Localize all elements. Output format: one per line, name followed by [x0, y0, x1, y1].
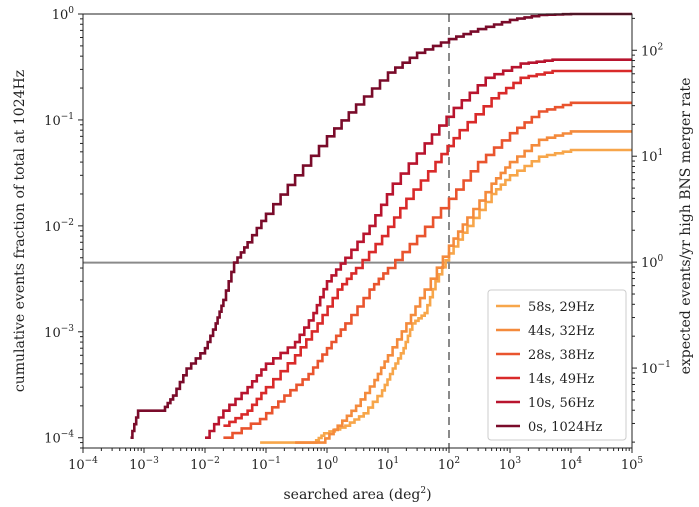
y-right-tick-label-0: 10−1 — [641, 360, 671, 377]
x-tick-label-4: 100 — [316, 456, 339, 473]
y-axis-left: 10−4 10−3 10−2 10−1 100 — [44, 6, 83, 449]
y-axis-label: cumulative events fraction of total at 1… — [12, 70, 28, 392]
x-tick-label-6: 102 — [438, 456, 460, 473]
legend-label-1: 44s, 32Hz — [528, 324, 594, 339]
x-tick-label-2: 10−2 — [190, 456, 220, 473]
y-tick-label-3: 10−1 — [44, 112, 74, 129]
legend-label-5: 0s, 1024Hz — [528, 420, 603, 435]
series-line-4 — [205, 58, 632, 439]
x-tick-label-0: 10−4 — [68, 456, 98, 473]
y-axis-right: 10−1 100 101 102 — [632, 17, 671, 443]
y-right-tick-label-2: 101 — [641, 148, 663, 165]
x-axis: 10−4 10−3 10−2 10−1 100 101 102 103 104 105 — [68, 448, 643, 473]
series-line-2 — [223, 101, 632, 439]
x-tick-label-3: 10−1 — [251, 456, 281, 473]
legend: 58s, 29Hz 44s, 32Hz 28s, 38Hz 14s, 49Hz 10s,… — [487, 289, 627, 441]
x-tick-label-9: 105 — [621, 456, 644, 473]
reference-lines — [83, 14, 632, 448]
y-right-tick-label-3: 102 — [641, 42, 663, 59]
series-line-0 — [260, 148, 632, 444]
legend-label-2: 28s, 38Hz — [528, 348, 594, 363]
x-tick-label-1: 10−3 — [129, 456, 159, 473]
y-right-tick-label-1: 100 — [641, 254, 664, 271]
y-tick-label-1: 10−3 — [44, 324, 74, 341]
x-axis-label: searched area (deg2) — [283, 486, 431, 503]
series-group — [130, 12, 632, 444]
series-line-5 — [130, 12, 632, 439]
legend-label-4: 10s, 56Hz — [528, 396, 594, 411]
x-tick-label-8: 104 — [560, 456, 583, 473]
legend-label-0: 58s, 29Hz — [528, 300, 594, 315]
y-tick-label-4: 100 — [52, 6, 75, 23]
x-tick-label-5: 101 — [377, 456, 399, 473]
x-tick-label-7: 103 — [499, 456, 522, 473]
y-tick-label-2: 10−2 — [44, 218, 74, 235]
series-line-1 — [295, 130, 632, 444]
y-axis-right-label: expected events/yr high BNS merger rate — [678, 78, 694, 375]
legend-label-3: 14s, 49Hz — [528, 372, 594, 387]
legend-box — [487, 289, 627, 441]
series-line-3 — [223, 69, 632, 427]
y-tick-label-0: 10−4 — [44, 430, 74, 447]
